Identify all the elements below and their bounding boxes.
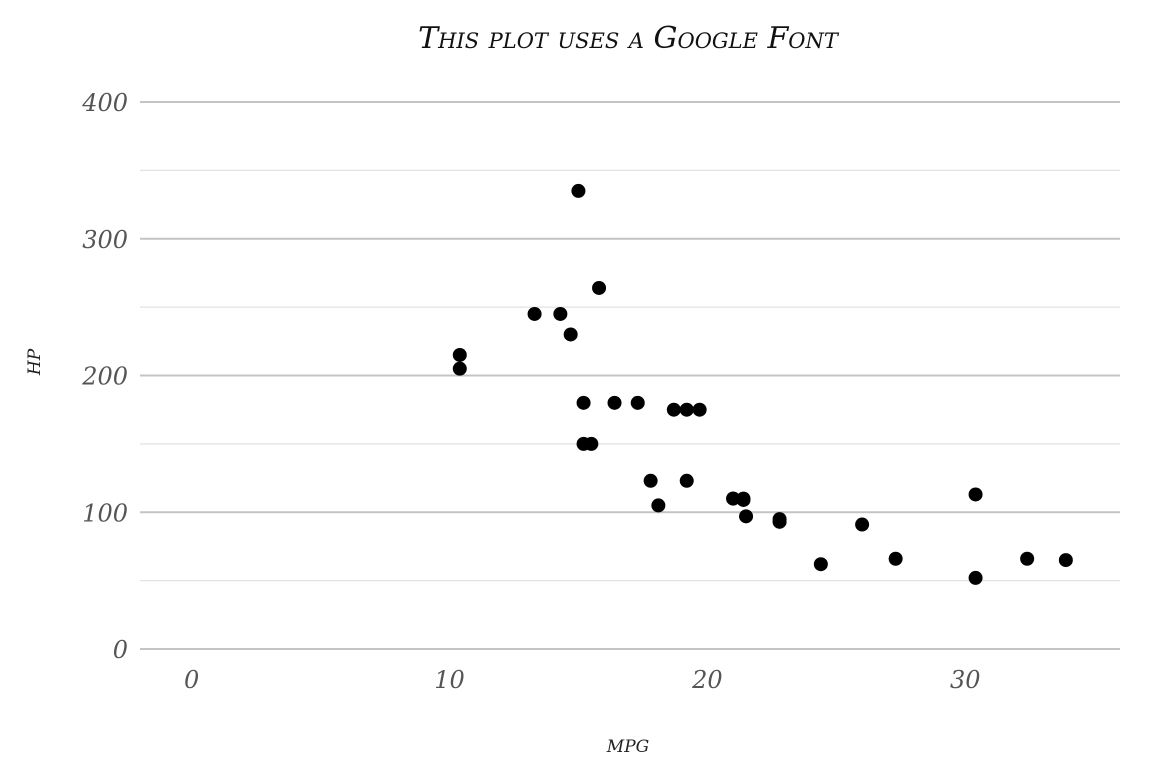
data-point [527, 306, 542, 321]
data-point [888, 551, 903, 566]
data-point [563, 327, 578, 342]
data-point [1020, 551, 1035, 566]
data-point [1058, 553, 1073, 568]
data-point [692, 402, 707, 417]
gridlines [140, 101, 1120, 650]
y-tick-label: 200 [81, 363, 128, 391]
x-tick-label: 30 [950, 666, 981, 694]
data-point [576, 395, 591, 410]
x-tick-label: 0 [184, 666, 199, 694]
data-point [651, 498, 666, 513]
data-point [452, 347, 467, 362]
y-tick-label: 0 [113, 636, 128, 664]
data-point [813, 557, 828, 572]
data-point [643, 473, 658, 488]
tick-labels: 0 100 200 300 400 0 10 20 30 [81, 89, 980, 694]
y-axis-label: hp [18, 348, 46, 376]
data-point [739, 509, 754, 524]
data-point [452, 361, 467, 376]
x-tick-label: 10 [434, 666, 465, 694]
data-point [666, 402, 681, 417]
data-point [607, 395, 622, 410]
data-point [726, 491, 741, 506]
data-point [592, 280, 607, 295]
data-point [571, 183, 586, 198]
y-tick-label: 400 [81, 89, 128, 117]
data-point [968, 487, 983, 502]
data-point [855, 517, 870, 532]
y-tick-label: 300 [82, 226, 128, 254]
data-point [736, 492, 751, 507]
data-point [553, 306, 568, 321]
data-point [630, 395, 645, 410]
x-axis-label: mpg [606, 730, 649, 758]
x-tick-label: 20 [691, 666, 723, 694]
data-point [968, 570, 983, 585]
data-point [772, 512, 787, 527]
data-point [679, 473, 694, 488]
data-point [679, 402, 694, 417]
data-points [452, 183, 1073, 585]
chart-title: This plot uses a Google Font [418, 21, 840, 56]
y-tick-label: 100 [82, 499, 128, 527]
data-point [576, 436, 591, 451]
